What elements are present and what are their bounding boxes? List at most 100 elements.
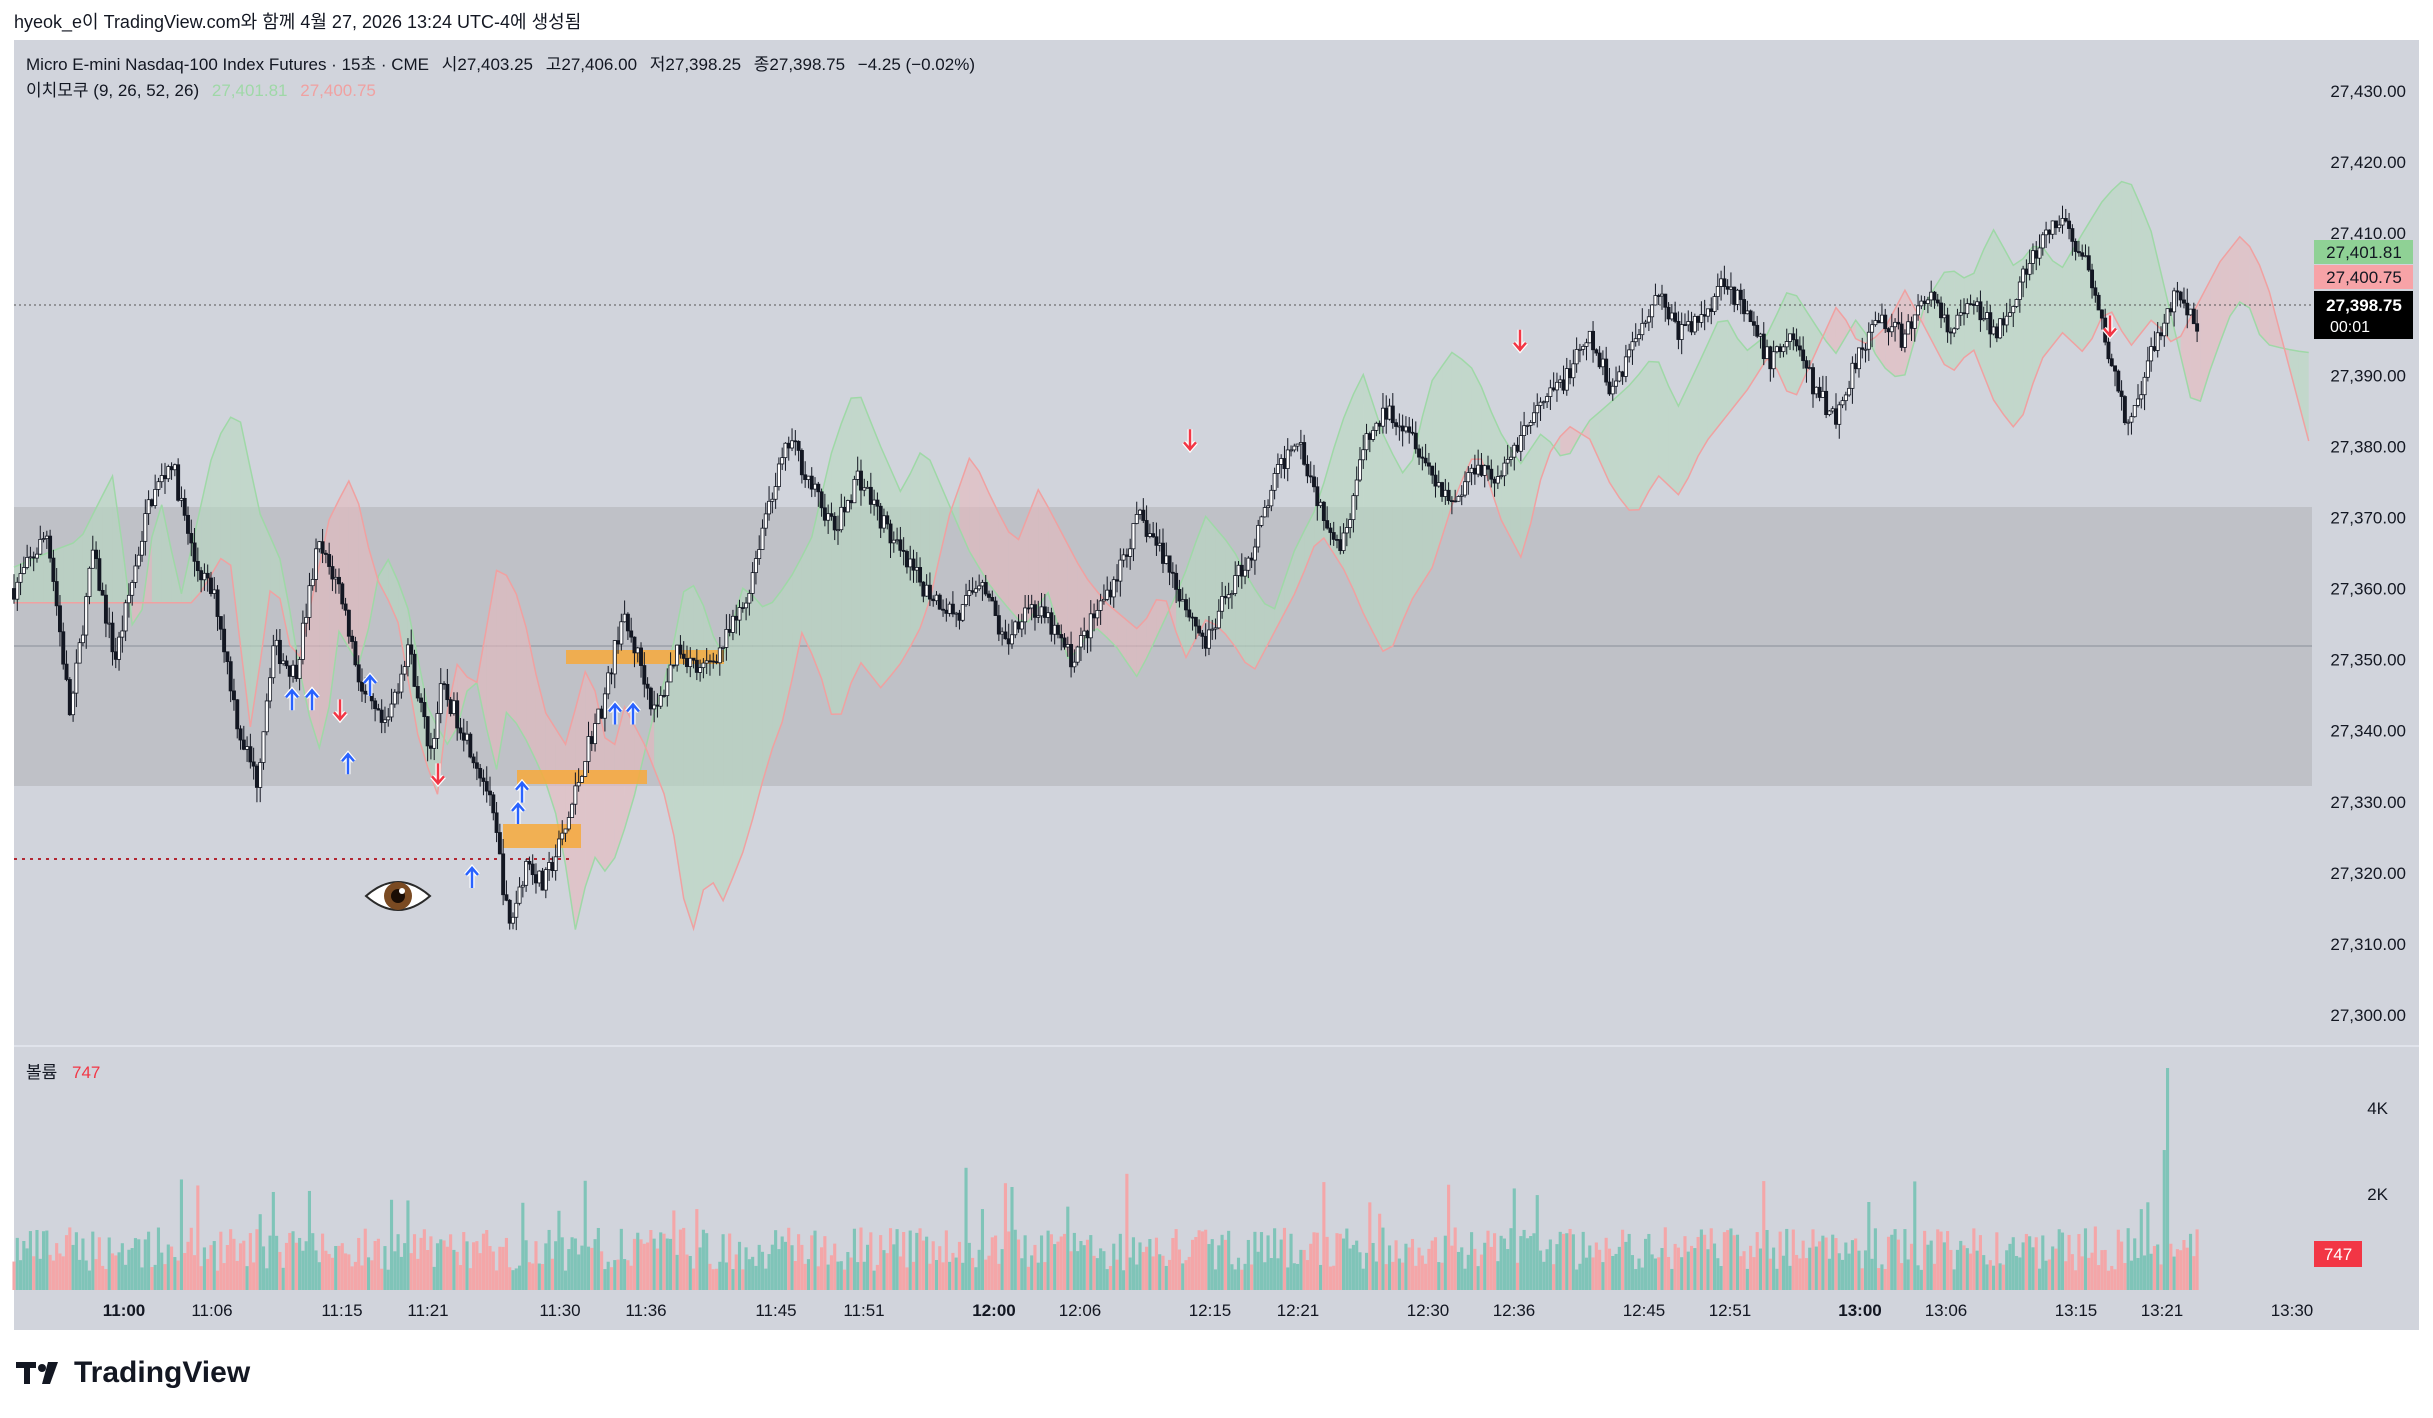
candle-body — [927, 584, 932, 600]
candle-body — [589, 736, 594, 745]
volume-bar — [1085, 1239, 1090, 1290]
candle-body — [1167, 555, 1172, 573]
candle-body — [392, 691, 397, 705]
volume-bar — [718, 1261, 722, 1290]
time-axis[interactable]: 11:00 11:06 11:15 11:21 11:30 11:36 11:45 11:51… — [103, 1301, 2314, 1320]
chart-legend[interactable]: Micro E-mini Nasdaq-100 Index Futures · … — [26, 52, 975, 104]
volume-bar — [202, 1247, 206, 1290]
candle-body — [64, 663, 69, 680]
volume-bar — [1913, 1181, 1917, 1290]
volume-bar — [728, 1233, 732, 1290]
volume-bar — [452, 1249, 456, 1290]
volume-bar — [1345, 1228, 1349, 1290]
candle-body — [1390, 405, 1395, 424]
volume-bar — [570, 1237, 574, 1290]
candle-body — [1860, 347, 1865, 350]
candle-body — [176, 464, 181, 501]
tradingview-logo[interactable]: TradingView — [16, 1356, 250, 1390]
volume-bar — [501, 1246, 505, 1290]
candle-body — [1676, 321, 1681, 340]
candle-body — [297, 659, 302, 679]
volume-bar — [1857, 1250, 1861, 1290]
candle-body — [1078, 635, 1083, 648]
volume-bar — [813, 1230, 817, 1290]
volume-bar — [1118, 1233, 1122, 1290]
volume-bar — [961, 1262, 965, 1290]
volume-bar — [87, 1270, 92, 1290]
volume-bar — [1939, 1231, 1943, 1290]
price-tick-label: 27,350.00 — [2330, 651, 2406, 670]
volume-bar — [1860, 1268, 1864, 1290]
candle-body — [681, 653, 686, 659]
volume-bar — [1433, 1237, 1438, 1290]
volume-bar — [1476, 1266, 1480, 1290]
volume-bar — [527, 1262, 531, 1290]
candle-body — [1774, 346, 1779, 353]
volume-bar — [1703, 1234, 1707, 1290]
candle-body — [1433, 474, 1438, 487]
candle-body — [576, 782, 581, 787]
symbol-name[interactable]: Micro E-mini Nasdaq-100 Index Futures · … — [26, 55, 429, 74]
volume-bar — [1010, 1186, 1014, 1290]
volume-bar — [698, 1247, 702, 1290]
volume-bar — [219, 1231, 223, 1290]
volume-bar — [1896, 1239, 1900, 1290]
volume-bar — [1184, 1260, 1188, 1290]
candle-body — [678, 644, 683, 655]
candle-body — [819, 491, 824, 509]
volume-bar — [409, 1253, 413, 1290]
candle-body — [744, 602, 749, 609]
candle-body — [1479, 464, 1484, 476]
candle-body — [688, 657, 693, 668]
volume-bar — [1670, 1268, 1674, 1290]
candle-body — [865, 486, 870, 489]
candle-body — [727, 629, 732, 633]
volume-bar — [1532, 1233, 1536, 1290]
candle-body — [668, 664, 673, 683]
cloud-segment — [742, 588, 753, 853]
cloud-segment — [1619, 385, 1630, 511]
volume-bar — [1788, 1265, 1792, 1290]
candle-body — [1705, 308, 1710, 317]
volume-bar — [1965, 1248, 1969, 1290]
cloud-segment — [1658, 362, 1669, 486]
ohlc-change: −4.25 (−0.02%) — [857, 55, 975, 74]
candle-body — [980, 582, 985, 587]
candle-body — [123, 602, 128, 632]
candle-body — [2142, 376, 2147, 396]
cloud-segment — [1471, 367, 1482, 460]
volume-bar — [1473, 1248, 1477, 1290]
volume-bar — [1460, 1247, 1464, 1290]
volume-bar — [1397, 1258, 1401, 1290]
candle-body — [2185, 302, 2190, 316]
volume-bar — [2106, 1270, 2111, 1290]
cloud-segment — [1776, 292, 1787, 392]
volume-bar — [646, 1242, 650, 1290]
volume-bar — [465, 1241, 469, 1290]
candle-body — [435, 713, 440, 739]
candle-body — [862, 487, 867, 491]
volume-legend[interactable]: 볼륨 747 — [26, 1058, 100, 1083]
candle-body — [2050, 220, 2055, 235]
ichimoku-name[interactable]: 이치모쿠 (9, 26, 52, 26) — [26, 81, 200, 100]
candle-body — [1847, 387, 1852, 396]
cloud-segment — [998, 513, 1009, 609]
price-tick-label: 27,320.00 — [2330, 864, 2406, 883]
volume-bar — [531, 1263, 535, 1290]
candle-body — [445, 683, 450, 701]
candle-body — [1269, 489, 1274, 507]
volume-bar — [649, 1230, 653, 1290]
volume-bar — [1122, 1270, 1126, 1290]
volume-bar — [314, 1250, 318, 1290]
volume-bar — [1552, 1264, 1556, 1290]
candle-body — [300, 622, 305, 660]
cloud-segment — [1609, 394, 1620, 498]
volume-bar — [836, 1261, 840, 1290]
volume-bar — [1424, 1263, 1428, 1290]
volume-bar — [429, 1236, 433, 1290]
price-axis[interactable]: 27,430.0027,420.0027,410.0027,400.0027,3… — [2330, 82, 2406, 1025]
candle-body — [87, 567, 92, 597]
candle-body — [750, 572, 755, 594]
candle-body — [1364, 433, 1369, 451]
